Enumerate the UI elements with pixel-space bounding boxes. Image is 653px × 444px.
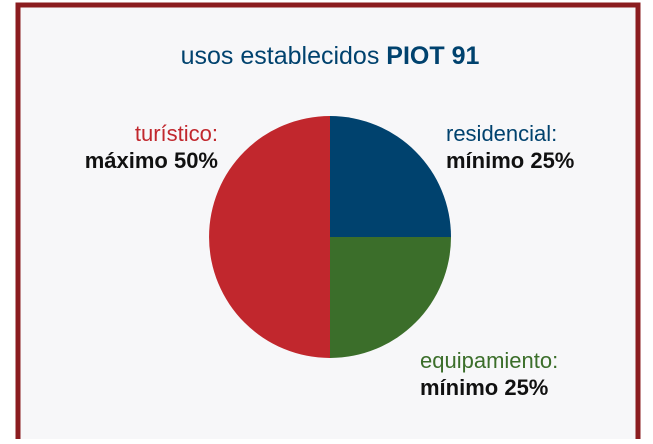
slice-category: turístico: xyxy=(135,121,218,146)
chart-title: usos establecidos PIOT 91 xyxy=(181,42,480,70)
title-bold: PIOT 91 xyxy=(386,42,479,70)
pie-slice xyxy=(330,237,451,358)
slice-category: residencial: xyxy=(446,121,557,146)
slice-category: equipamiento: xyxy=(420,348,558,373)
slice-value-label: mínimo 25% xyxy=(446,148,574,173)
title-part: usos establecidos xyxy=(181,42,380,70)
pie-slice xyxy=(209,116,330,358)
slice-value-label: máximo 50% xyxy=(85,148,218,173)
slice-value-label: mínimo 25% xyxy=(420,375,548,400)
pie-slice xyxy=(330,116,451,237)
